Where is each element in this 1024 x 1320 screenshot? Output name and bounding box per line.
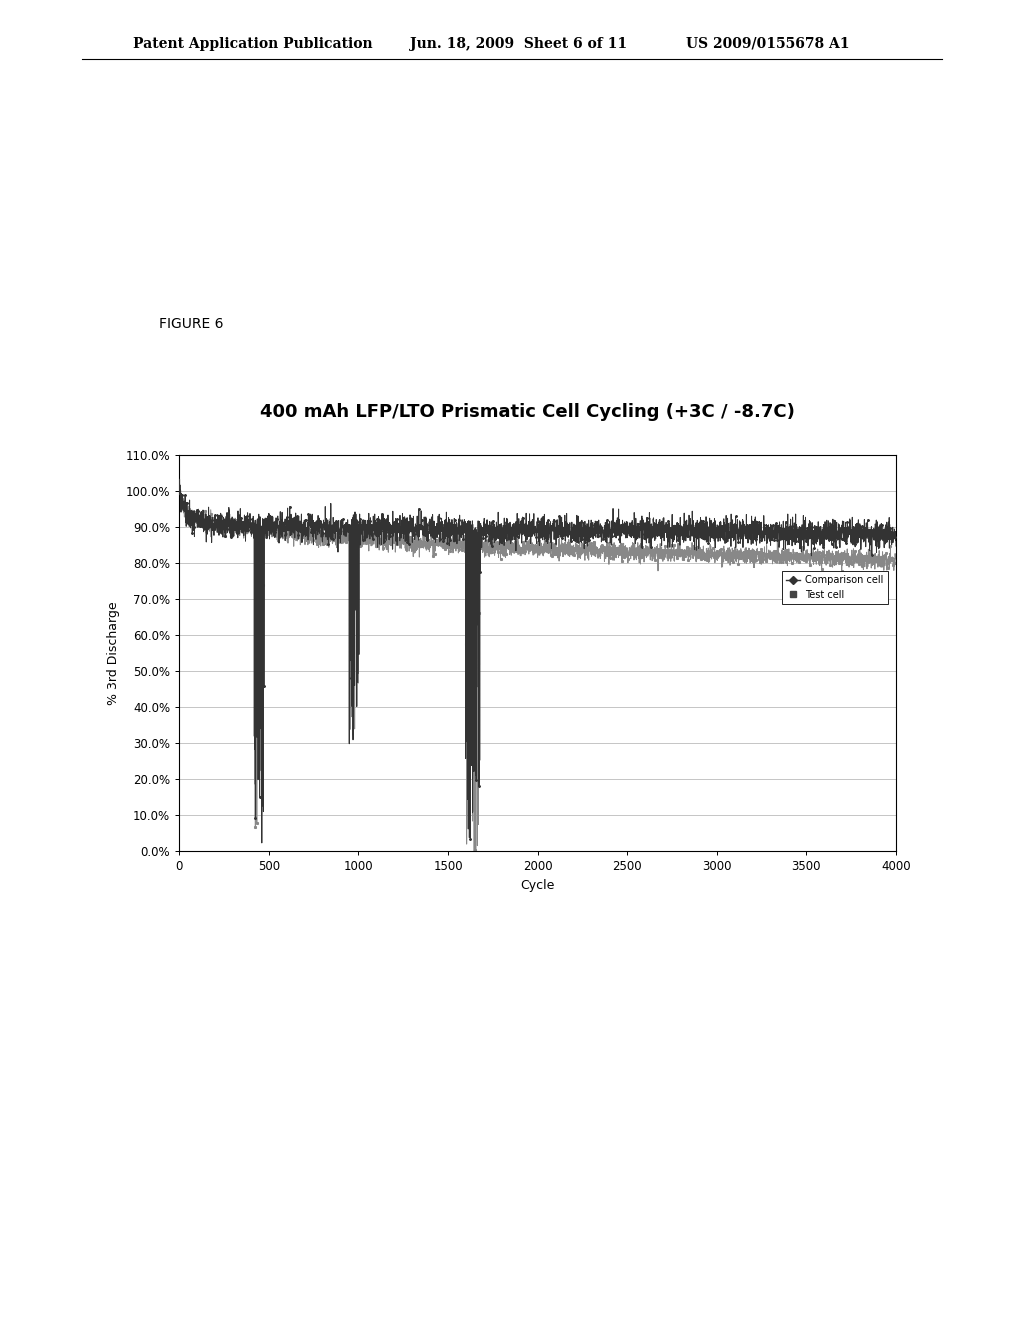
Text: FIGURE 6: FIGURE 6 (159, 317, 223, 331)
Text: Patent Application Publication: Patent Application Publication (133, 37, 373, 51)
Text: US 2009/0155678 A1: US 2009/0155678 A1 (686, 37, 850, 51)
Text: 400 mAh LFP/LTO Prismatic Cell Cycling (+3C / -8.7C): 400 mAh LFP/LTO Prismatic Cell Cycling (… (260, 403, 795, 421)
Text: Jun. 18, 2009  Sheet 6 of 11: Jun. 18, 2009 Sheet 6 of 11 (410, 37, 627, 51)
Legend: Comparison cell, Test cell: Comparison cell, Test cell (782, 572, 888, 603)
X-axis label: Cycle: Cycle (520, 879, 555, 892)
Y-axis label: % 3rd Discharge: % 3rd Discharge (106, 602, 120, 705)
